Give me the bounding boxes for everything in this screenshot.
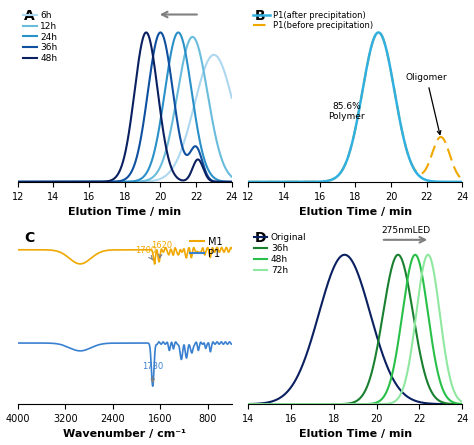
Text: 1700: 1700 — [135, 246, 156, 260]
Text: C: C — [24, 231, 35, 245]
Legend: M1, P1: M1, P1 — [186, 233, 227, 263]
Text: 1730: 1730 — [142, 362, 164, 382]
Text: D: D — [255, 231, 266, 245]
Legend: Original, 36h, 48h, 72h: Original, 36h, 48h, 72h — [253, 232, 308, 275]
X-axis label: Elution Time / min: Elution Time / min — [68, 207, 182, 217]
X-axis label: Elution Time / min: Elution Time / min — [299, 429, 412, 440]
Text: 275nmLED: 275nmLED — [381, 227, 430, 235]
Text: Oligomer: Oligomer — [406, 73, 447, 134]
Legend: 6h, 12h, 24h, 36h, 48h: 6h, 12h, 24h, 36h, 48h — [22, 10, 58, 64]
Text: B: B — [255, 9, 265, 23]
Text: A: A — [24, 9, 35, 23]
Legend: P1(after precipitation), P1(before precipitation): P1(after precipitation), P1(before preci… — [253, 10, 374, 31]
Text: 85.6%
Polymer: 85.6% Polymer — [328, 102, 365, 121]
Text: 1620: 1620 — [151, 241, 172, 258]
X-axis label: Elution Time / min: Elution Time / min — [299, 207, 412, 217]
X-axis label: Wavenumber / cm⁻¹: Wavenumber / cm⁻¹ — [64, 429, 186, 440]
